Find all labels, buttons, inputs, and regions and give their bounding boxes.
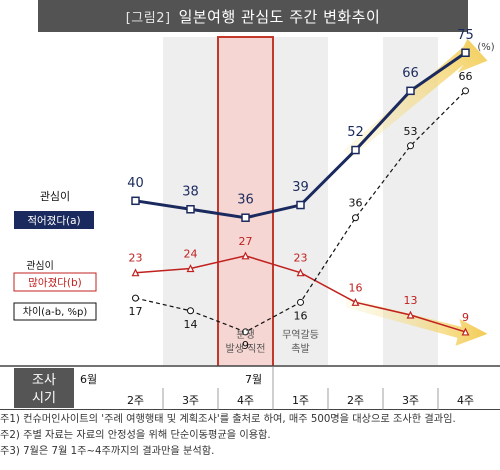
table-row-header-bg <box>14 368 74 408</box>
data-point <box>406 310 415 319</box>
data-point <box>461 48 470 57</box>
table-week-label: 1주 <box>292 394 309 407</box>
data-point <box>351 297 360 306</box>
data-label: 66 <box>402 66 419 81</box>
data-point <box>187 307 194 315</box>
figure-tag: [그림2] <box>125 10 171 26</box>
unit-label: (%) <box>477 42 494 53</box>
data-point <box>462 87 469 95</box>
annotation-line2: 발생 직전 <box>226 343 266 355</box>
table-week-label: 2주 <box>127 394 144 407</box>
data-label: 9 <box>462 311 469 324</box>
table-week-label: 2주 <box>347 394 364 407</box>
data-label: 53 <box>404 125 418 138</box>
table-week-label: 4주 <box>457 394 474 407</box>
data-label: 36 <box>237 193 254 208</box>
series-label-a-line1: 관심이 <box>40 190 70 203</box>
data-point <box>242 328 249 336</box>
data-point <box>351 145 360 155</box>
data-point <box>132 294 139 302</box>
data-label: 39 <box>292 180 309 195</box>
data-label: 40 <box>127 176 144 191</box>
data-label: 9 <box>242 339 249 352</box>
data-point <box>296 268 305 277</box>
data-label: 36 <box>349 197 363 210</box>
table-week-label: 3주 <box>402 394 419 407</box>
data-point <box>297 298 304 306</box>
data-label: 75 <box>457 28 474 43</box>
data-point <box>461 327 470 336</box>
column-band <box>163 37 218 365</box>
chart-svg: (%) 40 38 36 39 52 66 75 23 24 27 23 16 13 9 17 14 9 16 36 5… <box>0 28 500 410</box>
data-label: 23 <box>129 252 143 265</box>
series-label-b-box <box>13 272 97 292</box>
data-label: 52 <box>347 125 364 140</box>
data-label: 66 <box>459 70 473 83</box>
chart-title-bar: [그림2] 일본여행 관심도 주간 변화추이 <box>38 0 468 32</box>
data-label: 24 <box>184 247 198 260</box>
table-week-label: 4주 <box>237 394 254 407</box>
footnotes: 주1) 컨슈머인사이트의 '주례 여행행태 및 계획조사'를 출처로 하여, 매… <box>0 412 500 460</box>
table-month-label: 6월 <box>80 373 97 386</box>
annotation-line1: 무역갈등 <box>282 328 319 341</box>
trend-arrow-up <box>343 38 488 159</box>
series-label-c-line: 차이(a-b, %p) <box>23 306 88 318</box>
data-point <box>407 142 414 150</box>
footnote-1: 주1) 컨슈머인사이트의 '주례 여행행태 및 계획조사'를 출처로 하여, 매… <box>0 414 456 425</box>
series-label-a-box <box>14 211 94 229</box>
data-point <box>241 213 250 222</box>
series-label-b-line2: 많아졌다(b) <box>28 276 82 289</box>
data-label: 23 <box>294 252 308 265</box>
data-point <box>296 200 305 210</box>
data-label: 16 <box>294 309 308 322</box>
footnote-2: 주2) 주별 자료는 자료의 안정성을 위해 단순이동평균을 이용함. <box>0 430 271 441</box>
annotation-line1: 분쟁 <box>236 329 254 341</box>
data-label: 16 <box>349 281 363 294</box>
data-label: 13 <box>404 294 418 307</box>
data-point <box>352 214 359 222</box>
table-week-label: 3주 <box>182 394 199 407</box>
table-row-header-line1: 조사 <box>32 373 56 388</box>
footnote-3: 주3) 7월은 7월 1주~4주까지의 결과만을 분석함. <box>0 446 215 457</box>
period-table-bg <box>0 366 500 410</box>
data-point <box>186 205 195 214</box>
chart-title: 일본여행 관심도 주간 변화추이 <box>178 7 381 26</box>
table-row-header-line2: 시기 <box>32 391 56 406</box>
series-label-a-line2: 적어졌다(a) <box>27 214 80 227</box>
trend-arrow-down <box>345 297 488 346</box>
series-label-b-line1: 관심이 <box>26 260 54 272</box>
data-point <box>131 196 140 206</box>
data-point <box>186 264 195 273</box>
data-point <box>241 251 250 260</box>
series-label-c-box <box>13 302 97 321</box>
data-label: 14 <box>184 318 198 331</box>
data-label: 38 <box>182 184 199 199</box>
data-point <box>131 268 140 277</box>
annotation-line2: 촉발 <box>291 343 309 355</box>
data-label: 27 <box>239 235 253 248</box>
table-month-label: 7월 <box>245 373 262 386</box>
data-label: 17 <box>129 305 143 318</box>
data-point <box>406 86 415 96</box>
